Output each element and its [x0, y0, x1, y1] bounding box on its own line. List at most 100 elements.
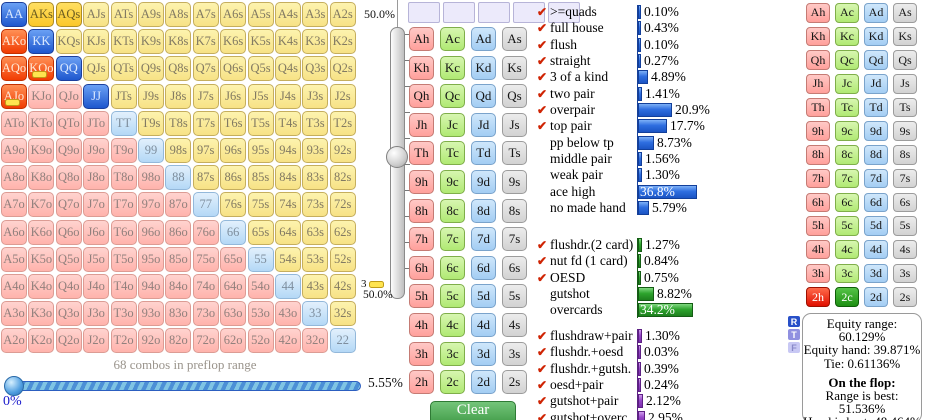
check-icon[interactable]: ✔: [537, 21, 548, 36]
hand-card-3s[interactable]: 3s: [893, 263, 917, 284]
range-cell-TT[interactable]: TT: [110, 110, 137, 136]
range-cell-ATs[interactable]: ATs: [110, 2, 137, 27]
board-card-Jd[interactable]: Jd: [471, 112, 496, 137]
range-cell-KTs[interactable]: KTs: [110, 29, 137, 55]
range-cell-43o[interactable]: 43o: [274, 301, 301, 327]
hand-card-Js[interactable]: Js: [893, 74, 917, 94]
hand-card-Jh[interactable]: Jh: [806, 74, 830, 94]
board-card-3s[interactable]: 3s: [502, 341, 527, 366]
range-cell-J6o[interactable]: J6o: [83, 219, 110, 245]
range-cell-T6o[interactable]: T6o: [110, 219, 137, 245]
hand-card-Ks[interactable]: Ks: [893, 26, 917, 47]
range-cell-Q6s[interactable]: Q6s: [220, 56, 247, 82]
range-cell-A2s[interactable]: A2s: [329, 2, 356, 27]
hand-card-7d[interactable]: 7d: [864, 168, 888, 189]
range-cell-T9o[interactable]: T9o: [110, 137, 137, 163]
range-cell-A7o[interactable]: A7o: [1, 192, 27, 218]
board-card-Ad[interactable]: Ad: [471, 27, 496, 51]
stat-row-OESD[interactable]: ✔ OESD 0.75%: [537, 270, 925, 286]
range-cell-J3o[interactable]: J3o: [83, 301, 110, 327]
range-cell-64s[interactable]: 64s: [274, 219, 301, 245]
board-card-8c[interactable]: 8c: [440, 198, 465, 223]
range-cell-J3s[interactable]: J3s: [302, 83, 329, 109]
stat-row-gutshot-pair[interactable]: ✔ gutshot+pair 2.12%: [537, 393, 925, 409]
check-icon[interactable]: ✔: [537, 119, 548, 134]
stat-row-two-pair[interactable]: ✔ two pair 1.41%: [537, 86, 925, 102]
range-cell-98s[interactable]: 98s: [165, 137, 192, 163]
range-cell-A5o[interactable]: A5o: [1, 246, 27, 272]
range-cell-A3o[interactable]: A3o: [1, 301, 27, 327]
range-cell-96s[interactable]: 96s: [220, 137, 247, 163]
board-card-As[interactable]: As: [502, 27, 527, 51]
range-cell-63s[interactable]: 63s: [302, 219, 329, 245]
range-cell-85s[interactable]: 85s: [247, 165, 274, 191]
board-card-9d[interactable]: 9d: [471, 169, 496, 194]
hand-card-5c[interactable]: 5c: [835, 216, 859, 236]
stat-row-pp-below-tp[interactable]: pp below tp 8.73%: [537, 135, 925, 151]
hand-card-Ac[interactable]: Ac: [835, 3, 859, 23]
hand-card-6s[interactable]: 6s: [893, 192, 917, 212]
hand-card-9s[interactable]: 9s: [893, 121, 917, 141]
hand-card-As[interactable]: As: [893, 3, 917, 23]
hand-card-Tc[interactable]: Tc: [835, 97, 859, 118]
hand-card-2h[interactable]: 2h: [806, 287, 830, 307]
range-cell-Q6o[interactable]: Q6o: [55, 219, 82, 245]
stat-row-flushdr-gutsh-[interactable]: ✔ flushdr.+gutsh. 0.39%: [537, 361, 925, 377]
hand-card-Ad[interactable]: Ad: [864, 3, 888, 23]
hand-card-5s[interactable]: 5s: [893, 216, 917, 236]
hand-card-Ah[interactable]: Ah: [806, 3, 830, 23]
range-cell-T6s[interactable]: T6s: [220, 110, 247, 136]
range-cell-43s[interactable]: 43s: [302, 273, 329, 299]
range-cell-92o[interactable]: 92o: [137, 328, 164, 354]
range-cell-K2o[interactable]: K2o: [28, 328, 55, 354]
range-cell-77[interactable]: 77: [192, 192, 219, 218]
range-cell-J9s[interactable]: J9s: [137, 83, 164, 109]
range-cell-JTo[interactable]: JTo: [83, 110, 110, 136]
range-cell-KJs[interactable]: KJs: [83, 29, 110, 55]
hand-card-7s[interactable]: 7s: [893, 168, 917, 189]
hand-card-3h[interactable]: 3h: [806, 263, 830, 284]
range-size-slider-handle[interactable]: [4, 376, 24, 396]
hand-card-6h[interactable]: 6h: [806, 192, 830, 212]
board-card-9c[interactable]: 9c: [440, 169, 465, 194]
board-card-Js[interactable]: Js: [502, 112, 527, 137]
board-card-Qc[interactable]: Qc: [440, 84, 465, 109]
range-cell-Q9s[interactable]: Q9s: [137, 56, 164, 82]
stat-row--quads[interactable]: ✔ >=quads 0.10%: [537, 4, 925, 20]
range-cell-K4o[interactable]: K4o: [28, 273, 55, 299]
range-cell-65o[interactable]: 65o: [220, 246, 247, 272]
range-cell-87o[interactable]: 87o: [165, 192, 192, 218]
range-cell-K8s[interactable]: K8s: [165, 29, 192, 55]
check-icon[interactable]: ✔: [537, 270, 548, 285]
check-icon[interactable]: ✔: [537, 361, 548, 376]
range-cell-A8o[interactable]: A8o: [1, 165, 27, 191]
range-cell-88[interactable]: 88: [165, 165, 192, 191]
hand-card-Kh[interactable]: Kh: [806, 26, 830, 47]
hand-card-3d[interactable]: 3d: [864, 263, 888, 284]
hand-card-7c[interactable]: 7c: [835, 168, 859, 189]
hand-card-4s[interactable]: 4s: [893, 239, 917, 260]
range-cell-44[interactable]: 44: [274, 273, 301, 299]
range-cell-A4o[interactable]: A4o: [1, 273, 27, 299]
board-card-9s[interactable]: 9s: [502, 169, 527, 194]
range-cell-76o[interactable]: 76o: [192, 219, 219, 245]
range-cell-66[interactable]: 66: [220, 219, 247, 245]
board-card-4c[interactable]: 4c: [440, 312, 465, 337]
range-cell-98o[interactable]: 98o: [137, 165, 164, 191]
range-cell-A9o[interactable]: A9o: [1, 137, 27, 163]
board-card-7d[interactable]: 7d: [471, 227, 496, 252]
range-cell-62s[interactable]: 62s: [329, 219, 356, 245]
hand-card-2c[interactable]: 2c: [835, 287, 859, 307]
board-card-5h[interactable]: 5h: [409, 284, 434, 309]
range-cell-72s[interactable]: 72s: [329, 192, 356, 218]
check-icon[interactable]: ✔: [537, 86, 548, 101]
range-cell-Q9o[interactable]: Q9o: [55, 137, 82, 163]
range-cell-72o[interactable]: 72o: [192, 328, 219, 354]
range-cell-J8s[interactable]: J8s: [165, 83, 192, 109]
street-icon-T[interactable]: T: [788, 329, 800, 340]
range-cell-AQs[interactable]: AQs: [55, 2, 82, 27]
board-card-Kc[interactable]: Kc: [440, 55, 465, 80]
check-icon[interactable]: ✔: [537, 345, 548, 360]
hand-card-3c[interactable]: 3c: [835, 263, 859, 284]
range-cell-92s[interactable]: 92s: [329, 137, 356, 163]
